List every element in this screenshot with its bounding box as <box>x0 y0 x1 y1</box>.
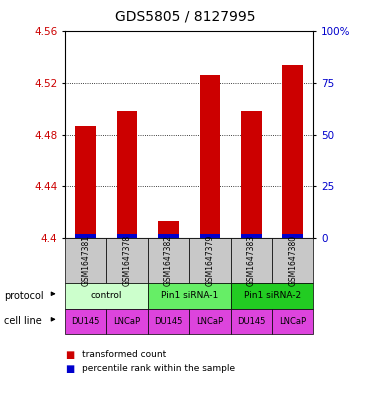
Bar <box>75 126 96 238</box>
Text: cell line: cell line <box>4 316 42 326</box>
Text: percentile rank within the sample: percentile rank within the sample <box>82 364 235 373</box>
Bar <box>200 75 220 238</box>
Text: GSM1647382: GSM1647382 <box>164 235 173 286</box>
Text: Pin1 siRNA-2: Pin1 siRNA-2 <box>243 291 301 300</box>
Bar <box>75 233 96 238</box>
Text: transformed count: transformed count <box>82 350 166 359</box>
Text: DU145: DU145 <box>237 317 266 326</box>
Text: GSM1647380: GSM1647380 <box>288 235 297 286</box>
Text: GSM1647378: GSM1647378 <box>122 235 132 286</box>
Bar <box>158 233 179 238</box>
Text: GSM1647383: GSM1647383 <box>247 235 256 286</box>
Bar <box>282 65 303 238</box>
Text: LNCaP: LNCaP <box>196 317 223 326</box>
Bar <box>158 221 179 238</box>
Bar <box>282 233 303 238</box>
Text: GSM1647381: GSM1647381 <box>81 235 90 286</box>
Text: ■: ■ <box>65 350 74 360</box>
Text: DU145: DU145 <box>154 317 183 326</box>
Bar <box>200 233 220 238</box>
Text: control: control <box>91 291 122 300</box>
Bar <box>117 233 137 238</box>
Text: LNCaP: LNCaP <box>114 317 141 326</box>
Bar <box>241 111 262 238</box>
Text: GSM1647379: GSM1647379 <box>206 235 214 286</box>
Text: LNCaP: LNCaP <box>279 317 306 326</box>
Bar <box>117 111 137 238</box>
Text: protocol: protocol <box>4 291 43 301</box>
Text: ■: ■ <box>65 364 74 373</box>
Text: DU145: DU145 <box>72 317 100 326</box>
Text: GDS5805 / 8127995: GDS5805 / 8127995 <box>115 10 256 24</box>
Text: Pin1 siRNA-1: Pin1 siRNA-1 <box>161 291 218 300</box>
Bar <box>241 233 262 238</box>
